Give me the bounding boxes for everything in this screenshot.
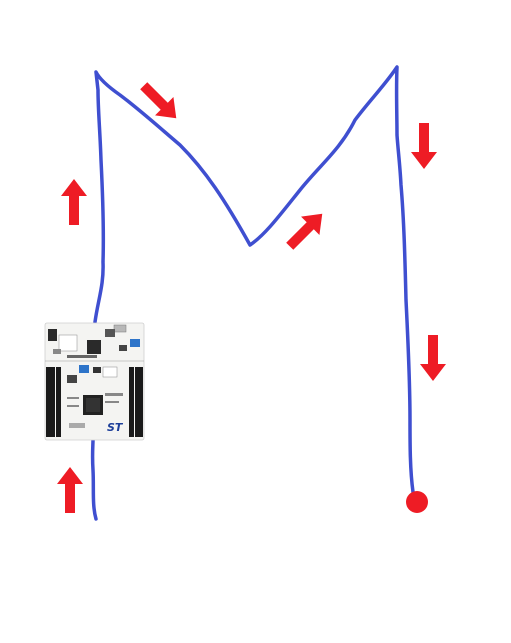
arrow-up-left-icon xyxy=(61,179,87,225)
board-logo-text: ST xyxy=(107,421,124,434)
stm32-nucleo-board-icon: ST xyxy=(44,322,145,441)
end-dot-icon xyxy=(406,491,428,513)
m-path-line xyxy=(90,65,415,521)
arrow-down-right-1-icon xyxy=(140,82,177,119)
arrow-up-right-icon xyxy=(286,213,323,250)
arrow-down-upper-icon xyxy=(411,123,437,169)
arrow-up-bottom-icon xyxy=(57,467,83,513)
arrow-down-lower-icon xyxy=(420,335,446,381)
